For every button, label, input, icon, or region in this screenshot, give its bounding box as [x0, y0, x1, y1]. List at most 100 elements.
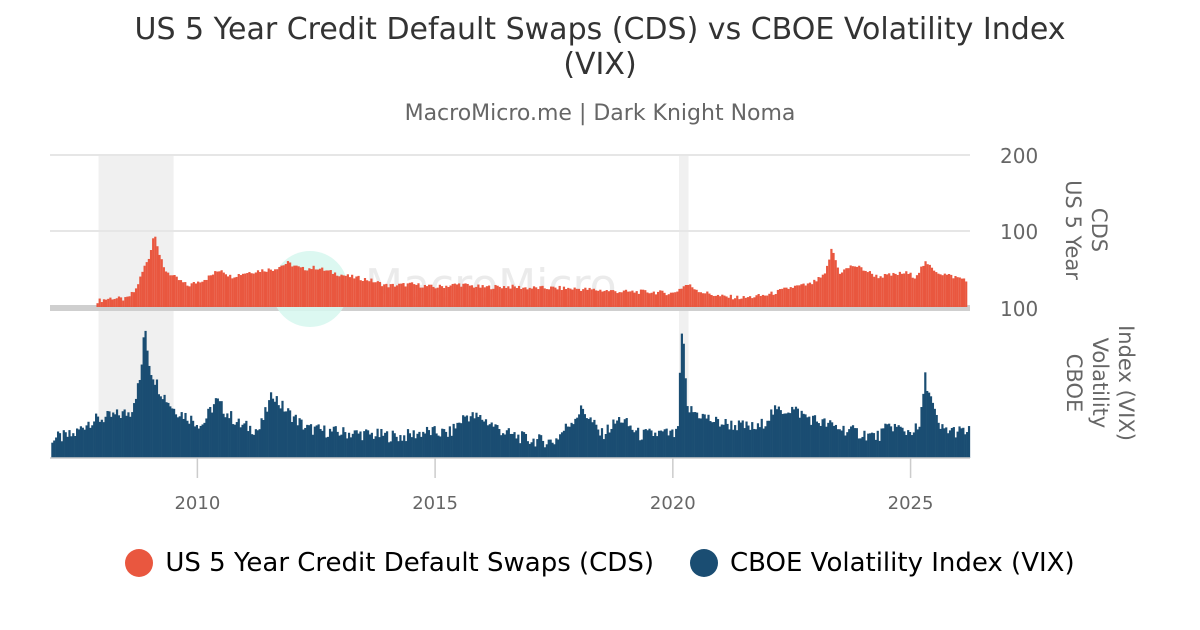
vix-bar	[311, 434, 315, 458]
vix-bar	[897, 425, 900, 458]
cds-bar	[896, 274, 899, 307]
vix-bar	[758, 427, 761, 458]
vix-bar	[346, 438, 349, 458]
vix-bar	[378, 437, 381, 458]
cds-bar	[340, 274, 343, 307]
vix-bar	[290, 421, 294, 458]
cds-bar	[560, 290, 563, 307]
cds-bar	[579, 290, 583, 307]
vix-bar	[905, 434, 908, 458]
cds-bar	[913, 278, 916, 307]
vix-bar	[656, 436, 659, 458]
cds-bars-group	[96, 236, 968, 307]
vix-bar	[133, 403, 136, 458]
cds-bar	[892, 272, 895, 307]
vix-bar	[458, 422, 461, 458]
cds-bar	[620, 292, 623, 307]
cds-bar	[535, 287, 538, 307]
vix-bar	[258, 429, 261, 458]
cds-bar	[107, 298, 110, 307]
vix-bar	[800, 410, 803, 458]
vix-bar	[699, 418, 702, 458]
vix-bar	[713, 421, 716, 458]
vix-bar	[621, 422, 625, 458]
cds-bar	[928, 264, 931, 307]
cds-bar	[361, 281, 364, 307]
vix-bar	[397, 441, 400, 458]
vix-bar	[631, 429, 634, 458]
vix-bar	[880, 428, 883, 458]
cds-bar	[847, 268, 850, 307]
vix-bar	[269, 392, 273, 458]
cds-bar	[855, 266, 859, 307]
cds-bar	[601, 291, 604, 307]
vix-bar	[475, 412, 478, 458]
cds-bar	[933, 270, 936, 307]
vix-bar	[74, 435, 77, 458]
vix-bar	[884, 423, 887, 458]
vix-bar	[564, 423, 567, 458]
cds-bar	[881, 277, 884, 307]
vix-bar	[192, 420, 195, 458]
cds-bar	[858, 265, 861, 307]
vix-bar	[150, 375, 153, 458]
vix-bar	[129, 416, 132, 458]
vix-bar	[271, 398, 275, 458]
vix-bar	[289, 410, 292, 458]
vix-bar	[524, 433, 528, 458]
vix-bar	[53, 440, 56, 458]
vix-bar	[916, 429, 919, 458]
vix-bar	[908, 431, 912, 458]
cds-bar	[374, 282, 377, 307]
cds-bar	[137, 284, 140, 307]
cds-bar	[265, 271, 268, 307]
vix-bar	[355, 430, 358, 458]
cds-bar	[663, 292, 666, 307]
legend-item-cds[interactable]: US 5 Year Credit Default Swaps (CDS)	[125, 548, 654, 578]
cds-bar	[800, 284, 803, 307]
vix-bar	[825, 426, 828, 458]
vix-bar	[886, 424, 889, 458]
cds-bar	[704, 293, 707, 307]
vix-bar	[136, 383, 140, 458]
cds-bar	[383, 284, 386, 307]
cds-bar	[263, 271, 266, 307]
cds-bar	[404, 286, 407, 307]
vix-bar	[121, 411, 124, 458]
cds-bar	[314, 269, 317, 307]
cds-bar	[629, 291, 632, 307]
vix-bar	[804, 414, 807, 458]
cds-bar	[244, 273, 247, 307]
vix-bar	[817, 423, 820, 458]
vix-bar	[245, 420, 248, 458]
vix-bar	[840, 430, 843, 458]
vix-bar	[370, 432, 373, 458]
vix-bar	[644, 429, 647, 458]
vix-bar	[241, 424, 244, 458]
cds-bar	[864, 270, 867, 307]
y-axis-title-cds-line: CDS	[1087, 208, 1111, 252]
vix-bar	[199, 425, 202, 458]
vix-bar	[650, 430, 653, 458]
vix-bar	[330, 431, 334, 458]
cds-bar	[746, 297, 750, 307]
vix-bar	[675, 428, 678, 458]
vix-bar	[678, 372, 682, 458]
vix-bar	[224, 417, 227, 458]
cds-bar	[693, 289, 696, 307]
legend-item-vix[interactable]: CBOE Volatility Index (VIX)	[689, 548, 1075, 578]
cds-bar	[216, 271, 219, 307]
cds-bar	[684, 284, 688, 307]
vix-bar	[519, 443, 522, 458]
cds-bar	[558, 285, 561, 307]
vix-bar	[422, 431, 425, 458]
cds-bar	[517, 285, 521, 307]
vix-bar	[412, 430, 415, 458]
cds-bar	[308, 268, 311, 307]
cds-bar	[738, 299, 741, 307]
vix-bar	[559, 434, 562, 458]
vix-bar	[131, 412, 134, 458]
cds-bar	[826, 265, 829, 307]
cds-bar	[233, 277, 236, 307]
cds-bar	[586, 289, 589, 307]
